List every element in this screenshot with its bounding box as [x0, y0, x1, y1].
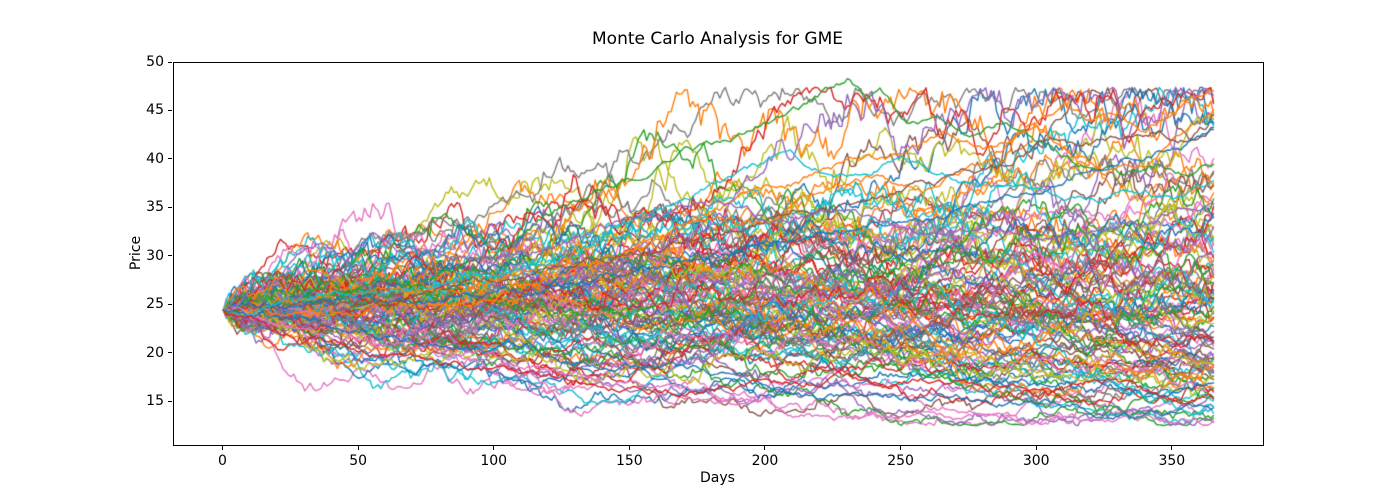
y-tick-label: 25	[146, 296, 164, 313]
y-tick-label: 20	[146, 344, 164, 361]
x-tick-label: 50	[349, 453, 368, 469]
chart-title: Monte Carlo Analysis for GME	[592, 29, 843, 49]
y-tick-mark	[168, 206, 172, 208]
y-tick-mark	[168, 303, 172, 305]
x-tick-mark	[900, 446, 902, 450]
x-tick-label: 350	[1158, 453, 1186, 469]
y-tick-label: 30	[146, 247, 164, 264]
y-tick-label: 45	[146, 102, 164, 119]
x-tick-label: 150	[615, 453, 643, 469]
y-tick-label: 15	[146, 393, 164, 410]
x-tick-label: 200	[751, 453, 779, 469]
x-tick-mark	[1171, 446, 1173, 450]
y-tick-label: 50	[146, 54, 164, 70]
y-tick-mark	[168, 109, 172, 111]
x-axis-label: Days	[700, 470, 735, 486]
y-tick-label: 40	[146, 150, 164, 167]
y-tick-mark	[168, 255, 172, 257]
monte-carlo-paths-canvas	[174, 63, 1263, 445]
x-tick-label: 300	[1022, 453, 1050, 469]
x-tick-label: 250	[887, 453, 914, 469]
x-tick-mark	[628, 446, 630, 450]
y-tick-label: 35	[146, 199, 164, 216]
x-tick-label: 0	[218, 453, 227, 469]
x-tick-mark	[357, 446, 359, 450]
x-tick-mark	[222, 446, 223, 450]
y-tick-mark	[168, 61, 172, 63]
x-tick-mark	[493, 446, 495, 450]
x-tick-mark	[764, 446, 766, 450]
y-tick-mark	[168, 158, 172, 160]
plot-area	[173, 62, 1264, 446]
y-tick-mark	[168, 400, 172, 402]
x-tick-label: 100	[480, 453, 508, 469]
y-tick-mark	[168, 352, 172, 354]
x-tick-mark	[1035, 446, 1037, 450]
